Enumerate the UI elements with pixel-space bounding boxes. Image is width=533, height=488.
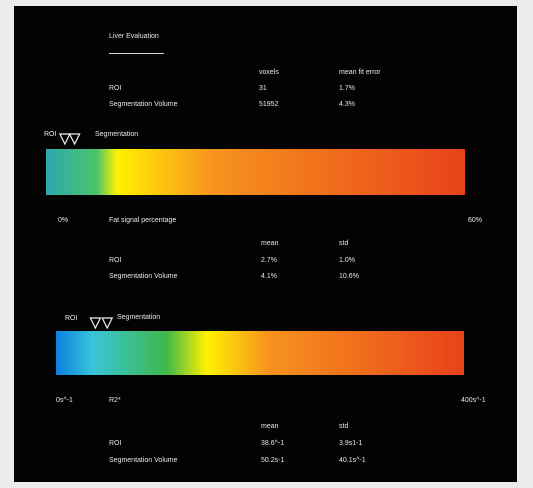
voxels-value: 51952 [259, 101, 279, 108]
r2-segmentation-marker [101, 317, 114, 330]
title-underline [109, 53, 164, 54]
row-label: ROI [109, 440, 122, 447]
r2-marker-triangles [89, 317, 114, 330]
r2-roi-marker [89, 317, 102, 330]
r2-std-column-header: std [339, 423, 349, 430]
r2-segmentation-marker-label: Segmentation [117, 314, 161, 321]
fat-mean-value: 4.1% [261, 273, 277, 280]
row-label: Segmentation Volume [109, 101, 178, 108]
r2-color-scale-bar [56, 331, 464, 375]
fat-scale-min-label: 0% [58, 217, 69, 224]
r2-scale-max-label: 400s^-1 [461, 397, 486, 404]
fat-scale-max-label: 60% [468, 217, 483, 224]
r2-std-value: 40.1s^-1 [339, 457, 366, 464]
fat-std-value: 1.0% [339, 257, 355, 264]
fat-mean-column-header: mean [261, 240, 279, 247]
row-label: ROI [109, 257, 122, 264]
fit-error-column-header: mean fit error [339, 69, 381, 76]
fit-error-value: 4.3% [339, 101, 355, 108]
fat-roi-marker-label: ROI [44, 131, 57, 138]
fat-color-scale-bar [46, 149, 465, 195]
row-label: ROI [109, 85, 122, 92]
fat-segmentation-marker-label: Segmentation [95, 131, 139, 138]
page-title: Liver Evaluation [109, 33, 159, 40]
r2-mean-value: 38.6^-1 [261, 440, 285, 447]
liver-evaluation-panel: Liver Evaluation voxels mean fit error R… [14, 6, 517, 482]
fat-marker-triangles [58, 133, 81, 146]
r2-scale-axis-label: R2* [109, 397, 121, 404]
row-label: Segmentation Volume [109, 457, 178, 464]
r2-roi-marker-label: ROI [65, 315, 78, 322]
fat-segmentation-marker [68, 133, 81, 146]
fat-mean-value: 2.7% [261, 257, 277, 264]
fat-scale-axis-label: Fat signal percentage [109, 217, 177, 224]
fit-error-value: 1.7% [339, 85, 355, 92]
r2-mean-value: 50.2s-1 [261, 457, 285, 464]
fat-roi-marker [58, 133, 71, 146]
r2-mean-column-header: mean [261, 423, 279, 430]
row-label: Segmentation Volume [109, 273, 178, 280]
voxels-value: 31 [259, 85, 267, 92]
r2-std-value: 3.9s1-1 [339, 440, 363, 447]
fat-std-value: 10.6% [339, 273, 359, 280]
voxels-column-header: voxels [259, 69, 279, 76]
fat-std-column-header: std [339, 240, 349, 247]
r2-scale-min-label: 0s^-1 [56, 397, 73, 404]
